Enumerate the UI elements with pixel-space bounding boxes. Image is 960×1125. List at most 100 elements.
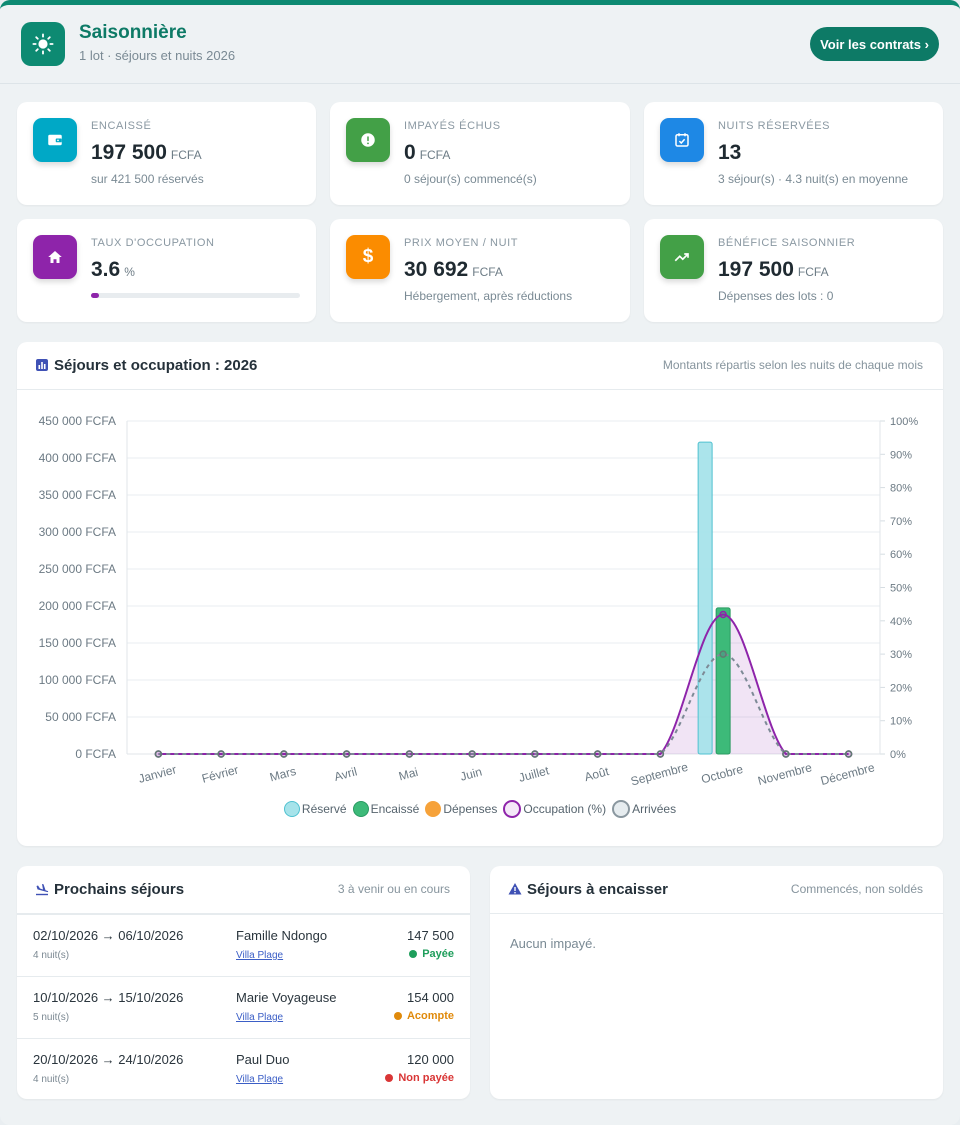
legend-item[interactable]: Encaissé — [352, 800, 420, 818]
series-point — [719, 610, 727, 619]
wallet-icon — [33, 118, 77, 162]
legend-item[interactable]: Réservé — [283, 800, 347, 818]
payment-status-badge: Payée — [409, 948, 454, 960]
legend-item[interactable]: Occupation (%) — [503, 800, 606, 818]
kpi-subtext: Dépenses des lots : 0 — [718, 289, 834, 303]
guest-name: Paul Duo — [236, 1052, 290, 1067]
kpi-card-overdue: Impayés échus 0 FCFA 0 séjour(s) commencé… — [330, 102, 630, 205]
x-axis-tick-label: Août — [583, 764, 611, 784]
legend-label: Encaissé — [370, 802, 420, 816]
kpi-subtext: sur 421 500 réservés — [91, 172, 204, 186]
kpi-label: Encaissé — [91, 120, 152, 132]
villa-link[interactable]: Villa Plage — [236, 1012, 284, 1023]
kpi-label: Impayés échus — [404, 120, 501, 132]
stay-amount: 154 000 — [407, 990, 454, 1005]
y2-axis-tick-label: 80% — [890, 483, 912, 495]
series-point — [531, 750, 539, 758]
kpi-unit: FCFA — [419, 148, 451, 162]
kpi-unit: FCFA — [797, 265, 829, 279]
y2-axis-tick-label: 90% — [890, 449, 912, 461]
kpi-subtext: Hébergement, après réductions — [404, 289, 573, 303]
kpi-card-collected: Encaissé 197 500 FCFA sur 421 500 réservé… — [17, 102, 316, 205]
y2-axis-tick-label: 70% — [890, 516, 912, 528]
legend-item[interactable]: Arrivées — [612, 800, 676, 818]
stay-nights: 5 nuit(s) — [33, 1012, 70, 1023]
upcoming-stays-panel: Prochains séjours 3 à venir ou en cours … — [17, 866, 470, 1099]
stay-row[interactable]: 10/10/2026 → 15/10/2026 5 nuit(s) Marie … — [17, 976, 470, 1038]
y-axis-tick-label: 100 000 FCFA — [39, 673, 116, 687]
legend-label: Dépenses — [443, 802, 498, 816]
y-axis-tick-label: 450 000 FCFA — [39, 414, 116, 428]
x-axis-tick-label: Décembre — [819, 760, 876, 788]
x-axis-tick-label: Février — [200, 763, 240, 786]
series-point — [154, 750, 163, 758]
series-line — [158, 653, 849, 755]
x-axis-tick-label: Juin — [459, 765, 484, 784]
view-contracts-button[interactable]: Voir les contrats › — [810, 27, 939, 61]
chart-panel: Séjours et occupation : 2026 Montants ré… — [17, 342, 943, 846]
y-axis-tick-label: 150 000 FCFA — [39, 636, 116, 650]
home-icon — [33, 235, 77, 279]
series-point — [656, 750, 665, 758]
kpi-value: 3.6% — [91, 258, 135, 281]
trending-up-icon — [660, 235, 704, 279]
kpi-label: Nuits réservées — [718, 120, 831, 132]
y2-axis-tick-label: 40% — [890, 616, 912, 628]
occupancy-progress-bar — [91, 293, 300, 298]
legend-item[interactable]: Dépenses — [425, 800, 497, 818]
chart-legend: Réservé Encaissé Dépenses Occupation (%) Arr… — [17, 800, 943, 818]
chart-hint: Montants répartis selon les nuits de cha… — [662, 358, 923, 372]
page-subtitle: 1 lot · séjours et nuits 2026 — [79, 48, 236, 63]
guest-name: Famille Ndongo — [236, 928, 328, 943]
x-axis-tick-label: Mai — [397, 765, 419, 784]
y-axis-tick-label: 250 000 FCFA — [39, 562, 116, 576]
kpi-value: 0 FCFA — [404, 141, 451, 164]
kpi-subtext: 0 séjour(s) commencé(s) — [404, 172, 537, 186]
payment-status-badge: Non payée — [385, 1072, 454, 1084]
chart-title: Séjours et occupation : 2026 — [54, 357, 258, 374]
kpi-value: 13 — [718, 141, 742, 164]
upcoming-stays-title: Prochains séjours — [54, 881, 185, 898]
page-header: Saisonnière 1 lot · séjours et nuits 202… — [0, 5, 960, 84]
stay-row[interactable]: 02/10/2026 → 06/10/2026 4 nuit(s) Famill… — [17, 914, 470, 976]
series-point — [719, 650, 727, 658]
kpi-label: Bénéfice saisonnier — [718, 237, 856, 249]
x-axis-tick-label: Octobre — [700, 762, 745, 787]
series-point — [593, 750, 602, 758]
villa-link[interactable]: Villa Plage — [236, 950, 284, 961]
airplane-landing-icon — [36, 884, 49, 896]
series-point — [468, 750, 476, 758]
kpi-label: Prix moyen / nuit — [404, 237, 519, 249]
legend-swatch — [503, 800, 522, 818]
y2-axis-tick-label: 0% — [890, 749, 906, 761]
stays-to-collect-panel: Séjours à encaisser Commencés, non soldé… — [490, 866, 943, 1099]
legend-swatch — [612, 800, 631, 818]
stay-amount: 147 500 — [407, 928, 454, 943]
y2-axis-tick-label: 100% — [890, 416, 918, 428]
legend-label: Réservé — [301, 802, 347, 816]
bar-chart-icon — [36, 359, 48, 371]
occupancy-area — [158, 614, 849, 754]
status-dot — [409, 950, 418, 958]
series-point — [782, 750, 790, 758]
x-axis-tick-label: Mars — [268, 764, 297, 784]
legend-swatch — [283, 801, 300, 817]
kpi-card-nights: Nuits réservées 13 3 séjour(s) · 4.3 nui… — [644, 102, 943, 205]
kpi-unit: % — [124, 265, 135, 279]
legend-swatch — [352, 801, 369, 817]
villa-link[interactable]: Villa Plage — [236, 1074, 284, 1085]
y-axis-tick-label: 50 000 FCFA — [45, 710, 116, 724]
kpi-card-profit: Bénéfice saisonnier 197 500 FCFA Dépenses… — [644, 219, 943, 322]
kpi-unit: FCFA — [472, 265, 503, 279]
kpi-card-avg-price: $ Prix moyen / nuit 30 692 FCFA Hébergeme… — [330, 219, 630, 322]
stay-nights: 4 nuit(s) — [33, 1074, 70, 1085]
stay-row[interactable]: 20/10/2026 → 24/10/2026 4 nuit(s) Paul D… — [17, 1038, 470, 1099]
bar-encaissé — [715, 607, 731, 755]
chart-panel-header: Séjours et occupation : 2026 Montants ré… — [17, 342, 943, 390]
y2-axis-tick-label: 30% — [890, 649, 912, 661]
series-point — [280, 750, 288, 758]
stay-nights: 4 nuit(s) — [33, 950, 70, 961]
y-axis-tick-label: 350 000 FCFA — [39, 488, 116, 502]
y-axis-tick-label: 0 FCFA — [75, 747, 116, 761]
